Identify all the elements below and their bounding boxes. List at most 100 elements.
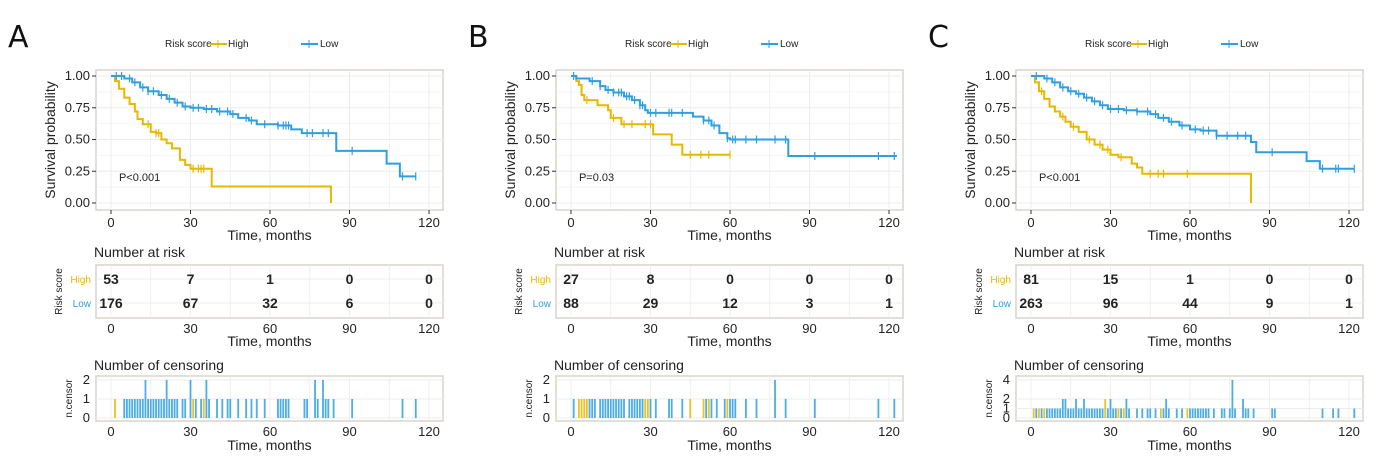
censor-y-tick-label: 1 (1003, 401, 1010, 416)
risk-table-frame (95, 264, 444, 319)
km-y-tick-label: 0.75 (525, 100, 550, 115)
km-y-tick-label: 1.00 (985, 68, 1010, 83)
km-x-tick-label: 120 (1338, 215, 1360, 230)
censor-bar-high (1186, 408, 1189, 418)
censor-bar-low (1061, 399, 1064, 418)
censor-bar-low (612, 399, 615, 418)
km-y-tick-label: 0.25 (525, 163, 550, 178)
censor-y-tick-label: 4 (1003, 372, 1010, 387)
risk-row-label-low: Low (73, 299, 92, 310)
censor-bar-low (139, 399, 142, 418)
censor-bar-low (607, 399, 609, 418)
censor-bar-low (649, 399, 652, 418)
censor-bar-low (731, 399, 734, 418)
censor-bar-low (1191, 408, 1194, 418)
censor-bar-high (586, 399, 588, 418)
censor-bar-low (277, 399, 279, 418)
risk-count-high: 0 (425, 271, 433, 287)
censor-bar-low (1106, 408, 1109, 418)
km-y-tick-label: 0.50 (525, 132, 550, 147)
censor-bar-low (184, 399, 187, 418)
km-curve-high (571, 75, 730, 156)
km-y-axis-title: Survival probability (42, 81, 58, 199)
risk-count-low: 6 (346, 295, 354, 311)
km-x-tick-label: 0 (107, 215, 114, 230)
censor-bar-low (245, 399, 248, 418)
censor-bar-low (1189, 408, 1191, 418)
censor-bar-low (633, 399, 636, 418)
panel-c: C Risk score High Low 0.00 0.25 0.50 0.75 1.00 0… (920, 0, 1380, 472)
censor-bar-high (580, 399, 583, 418)
risk-x-tick-label: 90 (802, 321, 816, 336)
legend-high-label: High (688, 39, 709, 50)
censor-bar-low (200, 399, 202, 418)
risk-count-high: 27 (563, 271, 579, 287)
censor-bar-low (1091, 408, 1093, 418)
risk-x-tick-label: 60 (723, 321, 737, 336)
censor-bar-low (1099, 408, 1101, 418)
km-y-tick-label: 0.75 (65, 100, 90, 115)
censor-x-tick-label: 0 (567, 424, 574, 439)
censor-bar-low (623, 399, 625, 418)
censor-bar-low (745, 399, 747, 418)
legend-title: Risk score (1085, 39, 1132, 50)
risk-count-high: 53 (103, 271, 119, 287)
censor-bar-low (705, 399, 708, 418)
censor-bar-low (316, 399, 319, 418)
censor-bar-high (644, 399, 647, 418)
censor-bar-low (176, 399, 179, 418)
censor-bar-low (160, 399, 163, 418)
censor-bar-low (1244, 408, 1247, 418)
risk-count-high: 0 (726, 271, 734, 287)
censor-bar-low (1067, 408, 1069, 418)
censor-x-tick-label: 90 (342, 424, 356, 439)
censor-bar-low (1271, 408, 1274, 418)
risk-y-axis-title: Risk score (54, 268, 65, 315)
censor-bar-low (1197, 408, 1199, 418)
censor-y-axis-title: n.censor (64, 379, 75, 418)
risk-count-low: 88 (563, 295, 579, 311)
censor-x-tick-label: 0 (1027, 424, 1034, 439)
censor-bar-low (303, 399, 306, 418)
risk-row-label-high: High (990, 275, 1011, 286)
risk-count-high: 81 (1023, 271, 1039, 287)
censor-bar-low (250, 399, 253, 418)
censor-bar-low (152, 399, 155, 418)
censor-bar-low (1040, 408, 1043, 418)
km-y-tick-label: 0.25 (985, 163, 1010, 178)
km-x-axis-title: Time, months (227, 227, 311, 243)
risk-count-low: 29 (643, 295, 659, 311)
censor-bar-low (168, 399, 171, 418)
censor-bar-low (774, 380, 776, 418)
panel-label: B (468, 20, 489, 55)
censor-bar-low (572, 399, 575, 418)
censor-bar-low (609, 399, 612, 418)
km-x-tick-label: 0 (1027, 215, 1034, 230)
censor-bar-low (208, 399, 210, 418)
censor-bar-high (114, 399, 116, 418)
censor-bar-low (593, 399, 596, 418)
panel-a-chart: Risk score High Low 0.00 0.25 0.50 0.75 1.00 0 30… (42, 39, 444, 453)
censor-bar-low (1128, 408, 1130, 418)
censor-y-tick-label: 0 (543, 410, 550, 425)
censor-bar-low (226, 399, 229, 418)
legend-low-label: Low (320, 39, 339, 50)
censor-bar-high (707, 399, 710, 418)
censor-bar-high (1117, 408, 1120, 418)
legend-high-label: High (1148, 39, 1169, 50)
censor-bar-low (1205, 408, 1207, 418)
censor-bar-low (681, 399, 684, 418)
censor-bar-low (1059, 408, 1062, 418)
km-x-axis-title: Time, months (687, 227, 771, 243)
risk-count-high: 0 (1266, 271, 1274, 287)
risk-x-tick-label: 0 (107, 321, 114, 336)
km-y-tick-label: 1.00 (525, 68, 550, 83)
risk-table-frame (1015, 264, 1364, 319)
censor-bar-high (583, 399, 586, 418)
risk-count-high: 0 (346, 271, 354, 287)
censor-bar-low (147, 399, 149, 418)
censor-bar-low (279, 399, 282, 418)
censor-bar-low (287, 399, 290, 418)
censor-y-axis-title: n.censor (524, 379, 535, 418)
censor-bar-low (216, 399, 218, 418)
